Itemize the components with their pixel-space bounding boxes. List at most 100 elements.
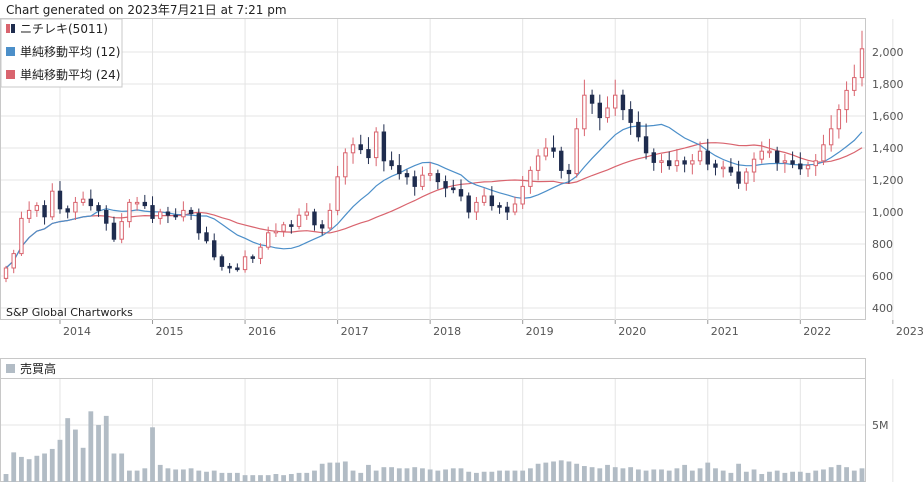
year-tick-label: 2019 [526,325,554,338]
candlestick [304,203,309,220]
volume-bar [805,472,811,482]
candle-body [134,201,140,205]
candle-body [697,150,703,162]
candlestick [127,199,132,228]
candlestick [690,154,695,175]
volume-bar [381,467,387,482]
candlestick [289,220,294,234]
candle-body [767,150,772,154]
volume-bar [404,468,410,482]
price-tick-label: 2,000 [872,46,904,59]
candle-body [643,136,649,154]
candlestick [312,208,317,231]
candlestick [566,163,572,184]
candlestick [250,254,255,263]
volume-bar [767,471,772,482]
candle-body [813,160,818,167]
year-tick-label: 2022 [803,325,831,338]
candle-body [397,165,402,175]
candle-body [613,94,618,109]
candle-body [19,217,24,255]
volume-bar [689,470,695,482]
price-tick-label: 1,800 [872,78,904,91]
candlestick [358,134,363,155]
candlestick [443,175,448,198]
volume-bar [396,468,402,482]
volume-bar [566,461,572,482]
volume-bar [635,469,641,482]
candle-body [127,201,132,223]
candle-body [443,181,448,189]
volume-bar [227,472,233,482]
candle-body [204,232,209,242]
candle-body [427,173,433,176]
candlestick [674,148,680,172]
candle-body [373,131,379,159]
candle-body [435,173,441,183]
year-tick-label: 2023 [896,325,924,338]
volume-legend-label: 売買高 [20,361,56,376]
candle-body [296,214,302,227]
candlestick [535,149,541,181]
candlestick [119,213,124,244]
candle-body [620,94,626,111]
candle-body [836,109,842,130]
volume-bar [512,470,518,482]
candlestick [828,115,834,152]
candle-body [659,160,664,163]
candle-body [736,171,741,184]
candlestick [73,196,78,220]
volume-bar [713,468,718,482]
volume-bar [728,472,734,482]
volume-bars [3,411,865,482]
volume-bar [581,466,587,482]
moving-average-lines [5,123,863,269]
candle-body [119,221,124,240]
candlestick [528,166,533,194]
volume-bar [88,411,94,482]
candlestick [412,170,417,196]
price-tick-label: 800 [872,238,893,251]
candlestick [65,205,70,219]
price-chart: 4006008001,0001,2001,4001,6001,8002,000 … [0,18,924,338]
price-tick-label: 600 [872,270,893,283]
candle-body [26,209,32,219]
volume-bar [165,468,171,482]
candle-body [343,152,348,178]
candle-body [805,165,811,170]
candle-body [42,205,47,218]
price-legend[interactable]: ニチレキ(5011) 単純移動平均 (12) 単純移動平均 (24) [0,18,123,88]
volume-bar [643,470,649,482]
candlestick [227,263,232,274]
volume-bar [350,470,356,482]
volume-bar [705,462,711,482]
candle-body [674,160,680,167]
candlestick [559,146,564,179]
candle-body [196,213,201,234]
candle-body [235,267,240,271]
red-square-icon [6,70,15,79]
volume-bar [366,464,371,482]
candle-body [474,201,479,213]
candlestick [836,104,842,139]
volume-bar [234,472,240,482]
volume-bar [782,472,788,482]
candlestick [42,200,47,225]
candlestick [335,165,340,216]
candle-body [65,208,70,213]
volume-bar [659,469,664,482]
candlestick [458,179,464,202]
volume-bar [34,455,40,482]
candle-body [319,224,325,229]
candlestick [173,208,178,220]
candle-body [312,211,317,226]
price-tick-label: 400 [872,302,893,315]
candlestick [373,127,379,167]
candle-body [551,147,556,152]
volume-bar [535,463,541,482]
volume-bar [3,474,9,482]
candle-body [512,203,518,213]
candle-body [589,94,595,104]
candlestick [859,30,865,87]
volume-bar [720,470,726,482]
